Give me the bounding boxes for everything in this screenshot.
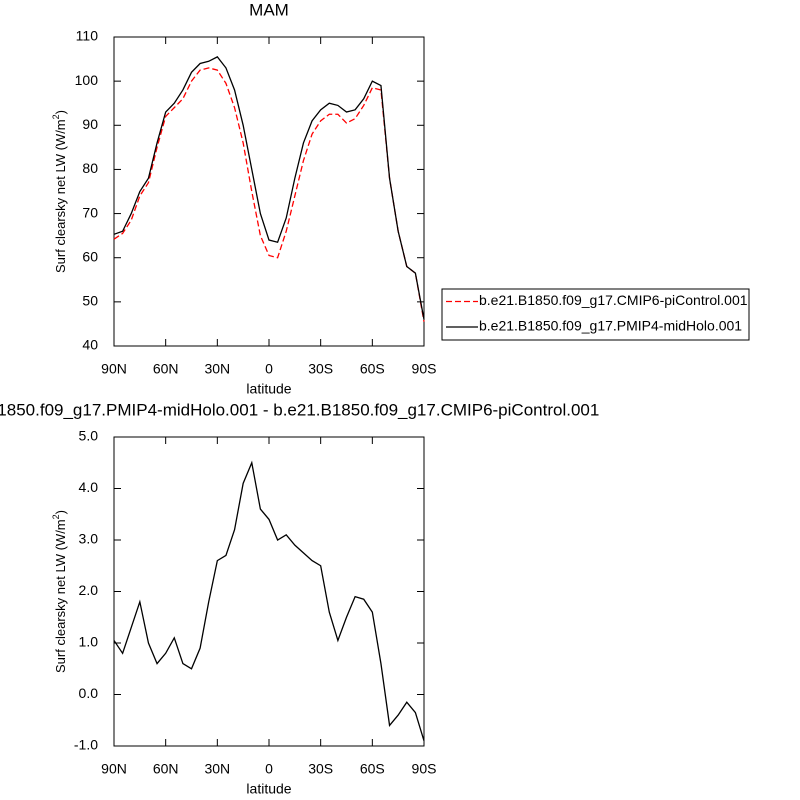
y-axis-label-text: Surf clearsky net LW (W/m: [53, 119, 68, 273]
y-axis-label-sup: 2: [51, 514, 61, 519]
legend-label: b.e21.B1850.f09_g17.CMIP6-piControl.001: [479, 292, 748, 308]
y-tick-label: 40: [82, 337, 98, 353]
plot: b.e21.B1850.f09_g17.PMIP4-midHolo.001 - …: [0, 400, 599, 796]
x-tick-label: 0: [265, 761, 273, 777]
y-tick-label: 110: [76, 28, 99, 44]
x-tick-label: 60S: [360, 361, 385, 377]
y-tick-label: 3.0: [79, 531, 99, 547]
x-tick-label: 90S: [412, 361, 437, 377]
x-axis-label: latitude: [246, 381, 291, 397]
x-tick-label: 60N: [153, 761, 179, 777]
y-tick-label: 90: [82, 116, 98, 132]
y-tick-label: 0.0: [79, 685, 99, 701]
y-axis-label-text: Surf clearsky net LW (W/m: [53, 519, 68, 673]
legend-box: [441, 288, 750, 341]
data-line: [113, 460, 425, 742]
x-tick-label: 60N: [153, 361, 179, 377]
x-tick-label: 30N: [204, 761, 230, 777]
x-tick-label: 90N: [101, 761, 127, 777]
y-tick-label: 60: [82, 248, 98, 264]
x-tick-label: 60S: [360, 761, 385, 777]
x-tick-label: 90S: [412, 761, 437, 777]
y-axis-label-sup: 2: [51, 114, 61, 119]
x-tick-label: 90N: [101, 361, 127, 377]
chart-title: MAM: [249, 0, 289, 19]
plot: MAM 40 50 60 70 80 90 100 110 90N 60N 30N 0 30S 60S 90S…: [51, 0, 750, 397]
y-tick-label: 100: [75, 72, 99, 88]
chart-title: b.e21.B1850.f09_g17.PMIP4-midHolo.001 - …: [0, 400, 599, 419]
y-tick-label: 4.0: [79, 479, 99, 495]
y-tick-label: 1.0: [79, 634, 99, 650]
x-axis-label: latitude: [246, 781, 291, 797]
y-tick-label: 80: [82, 160, 98, 176]
x-tick-label: 30S: [308, 761, 333, 777]
y-tick-label: -1.0: [74, 737, 98, 753]
x-tick-label: 30N: [204, 361, 230, 377]
x-tick-label: 0: [265, 361, 273, 377]
plot-frame: [113, 436, 425, 747]
y-axis-label: Surf clearsky net LW (W/m2): [51, 510, 68, 673]
y-axis-label-end: ): [53, 110, 68, 114]
y-axis-label: Surf clearsky net LW (W/m2): [51, 110, 68, 273]
y-tick-label: 2.0: [79, 582, 99, 598]
legend-label: b.e21.B1850.f09_g17.PMIP4-midHolo.001: [479, 318, 742, 334]
data-line: [113, 67, 425, 322]
y-tick-label: 50: [82, 293, 98, 309]
y-tick-label: 70: [82, 204, 98, 220]
x-tick-label: 30S: [308, 361, 333, 377]
data-line: [113, 56, 425, 320]
y-axis-label-end: ): [53, 510, 68, 514]
y-tick-label: 5.0: [79, 428, 99, 444]
